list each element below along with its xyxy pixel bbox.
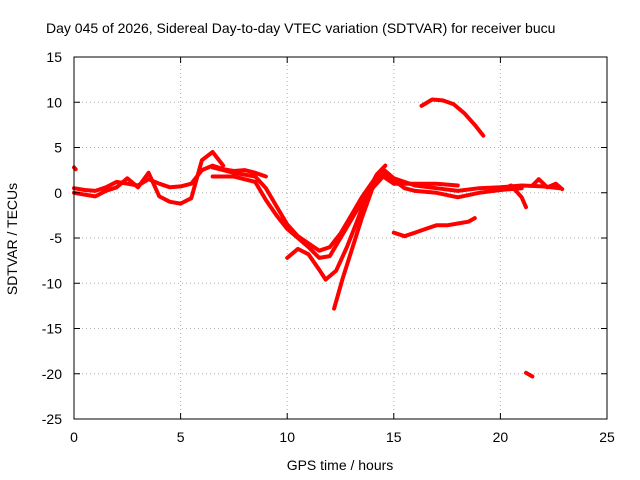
series-line-satellite-track-3 xyxy=(210,165,563,253)
y-tick-label: 15 xyxy=(46,49,62,65)
x-axis-label: GPS time / hours xyxy=(287,457,394,473)
series-line-satellite-track-11 xyxy=(524,370,535,379)
series-line-satellite-track-5 xyxy=(285,163,388,282)
y-axis-label: SDTVAR / TECUs xyxy=(4,183,20,295)
tick-labels: 0 5 10 15 20 25 15 10 5 0 -5 -10 -15 -20 -25 xyxy=(42,49,615,445)
series-line-satellite-track-9 xyxy=(487,183,528,210)
series-line-satellite-track-8 xyxy=(419,97,486,138)
series-line-satellite-track-4 xyxy=(210,174,460,260)
x-tick-label: 5 xyxy=(177,429,185,445)
x-tick-label: 15 xyxy=(386,429,402,445)
y-tick-label: -20 xyxy=(42,366,62,382)
y-tick-label: 0 xyxy=(54,185,62,201)
x-tick-label: 20 xyxy=(493,429,509,445)
x-tick-label: 25 xyxy=(599,429,615,445)
series-line-satellite-track-10 xyxy=(530,177,565,192)
y-tick-label: -10 xyxy=(42,275,62,291)
series-line-satellite-track-2 xyxy=(72,150,226,206)
y-tick-label: -15 xyxy=(42,321,62,337)
y-tick-label: 10 xyxy=(46,94,62,110)
data-series xyxy=(72,97,565,379)
x-tick-label: 0 xyxy=(70,429,78,445)
chart-title: Day 045 of 2026, Sidereal Day-to-day VTE… xyxy=(46,20,555,36)
series-line-satellite-track-6 xyxy=(332,170,524,311)
axis-ticks xyxy=(73,56,608,420)
y-tick-label: -5 xyxy=(50,230,63,246)
series-line-satellite-track-7 xyxy=(391,216,477,239)
y-tick-label: 5 xyxy=(54,140,62,156)
y-tick-label: -25 xyxy=(42,411,62,427)
x-tick-label: 10 xyxy=(279,429,295,445)
